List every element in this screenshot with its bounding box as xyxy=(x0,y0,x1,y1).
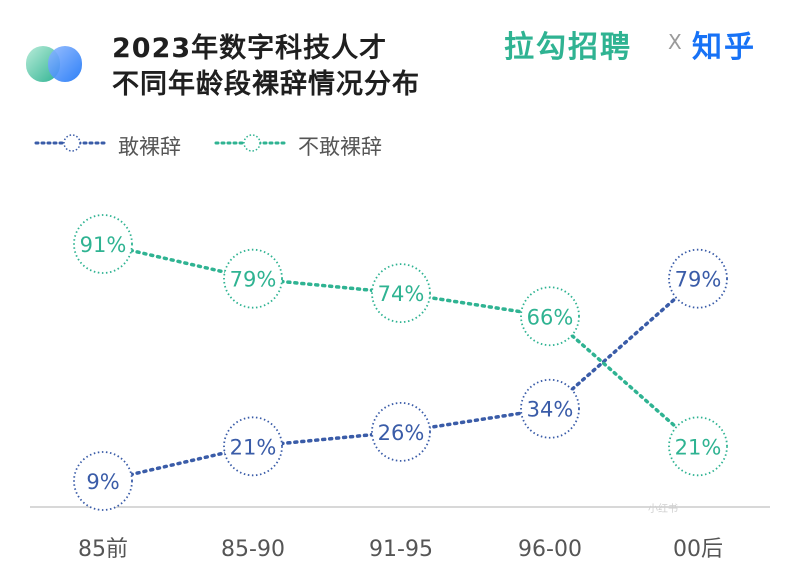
watermark: 小红书 xyxy=(648,504,678,515)
x-tick-label: 85-90 xyxy=(221,537,285,562)
legend-swatch-not-dare-icon xyxy=(214,134,290,152)
x-tick-label: 00后 xyxy=(673,537,723,562)
chart-title-line1: 2023年数字科技人才 xyxy=(112,33,388,64)
legend-label-not-dare: 不敢裸辞 xyxy=(298,135,382,159)
brand-logo-icon xyxy=(26,46,82,82)
legend-item-not-dare: 不敢裸辞 xyxy=(214,128,382,162)
data-label-not-dare: 21% xyxy=(675,435,722,459)
chart-title-line2: 不同年龄段裸辞情况分布 xyxy=(112,69,420,100)
data-point-not-dare xyxy=(520,286,580,347)
data-label-dare: 9% xyxy=(86,470,119,494)
data-point-dare xyxy=(520,378,580,439)
x-tick-label: 91-95 xyxy=(369,537,433,562)
data-point-not-dare xyxy=(73,214,133,274)
data-label-not-dare: 79% xyxy=(230,268,277,292)
data-label-not-dare: 91% xyxy=(80,233,127,257)
data-label-not-dare: 66% xyxy=(527,305,574,329)
x-tick-label: 96-00 xyxy=(518,537,582,562)
data-point-dare xyxy=(73,451,133,511)
data-point-not-dare xyxy=(668,416,728,477)
data-label-dare: 21% xyxy=(230,435,277,459)
legend-item-dare: 敢裸辞 xyxy=(34,128,181,162)
data-label-dare: 26% xyxy=(378,421,425,445)
data-label-dare: 79% xyxy=(675,268,722,292)
brand-zhihu-logo: 知乎 xyxy=(692,30,756,65)
data-point-not-dare xyxy=(371,263,431,324)
legend-swatch-dare-icon xyxy=(34,134,110,152)
brand-lagou-logo: 拉勾招聘 xyxy=(504,30,632,65)
data-label-dare: 34% xyxy=(527,398,574,422)
data-point-dare xyxy=(223,416,283,477)
data-point-not-dare xyxy=(223,248,283,309)
x-tick-label: 85前 xyxy=(78,537,128,562)
brand-separator: X xyxy=(668,30,682,54)
data-label-not-dare: 74% xyxy=(378,282,425,306)
data-point-dare xyxy=(371,401,431,462)
chart-header: 2023年数字科技人才 不同年龄段裸辞情况分布 拉勾招聘 X 知乎 xyxy=(0,0,800,110)
legend-label-dare: 敢裸辞 xyxy=(118,135,181,159)
data-point-dare xyxy=(668,248,728,309)
